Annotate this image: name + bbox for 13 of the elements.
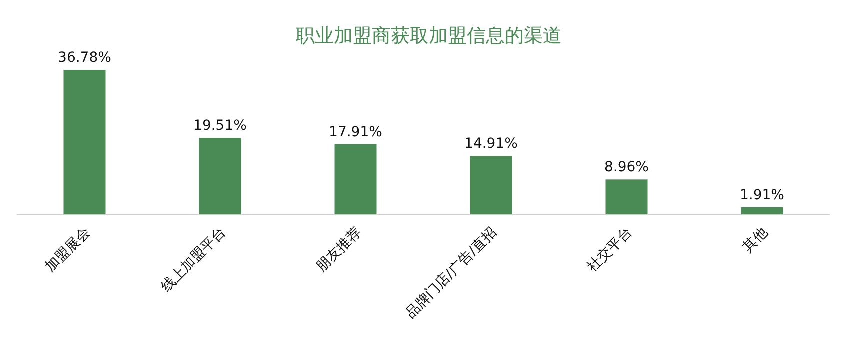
data-label: 1.91% bbox=[740, 187, 784, 204]
x-tick-label: 社交平台 bbox=[584, 224, 636, 276]
x-tick-label: 其他 bbox=[740, 224, 772, 256]
data-label: 19.51% bbox=[194, 118, 247, 134]
data-label: 14.91% bbox=[464, 136, 518, 152]
title: 职业加盟商获取加盟信息的渠道 bbox=[296, 25, 562, 47]
data-label: 17.91% bbox=[329, 124, 382, 140]
x-tick-label: 朋友推荐 bbox=[314, 224, 365, 276]
x-tick-label: 加盟展会 bbox=[42, 224, 94, 276]
data-label: 8.96% bbox=[604, 160, 649, 176]
data-label: 36.78% bbox=[58, 50, 112, 66]
x-tick-label: 线上加盟平台 bbox=[158, 224, 230, 296]
x-tick-label: 品牌门店/广告/直招 bbox=[402, 224, 500, 322]
